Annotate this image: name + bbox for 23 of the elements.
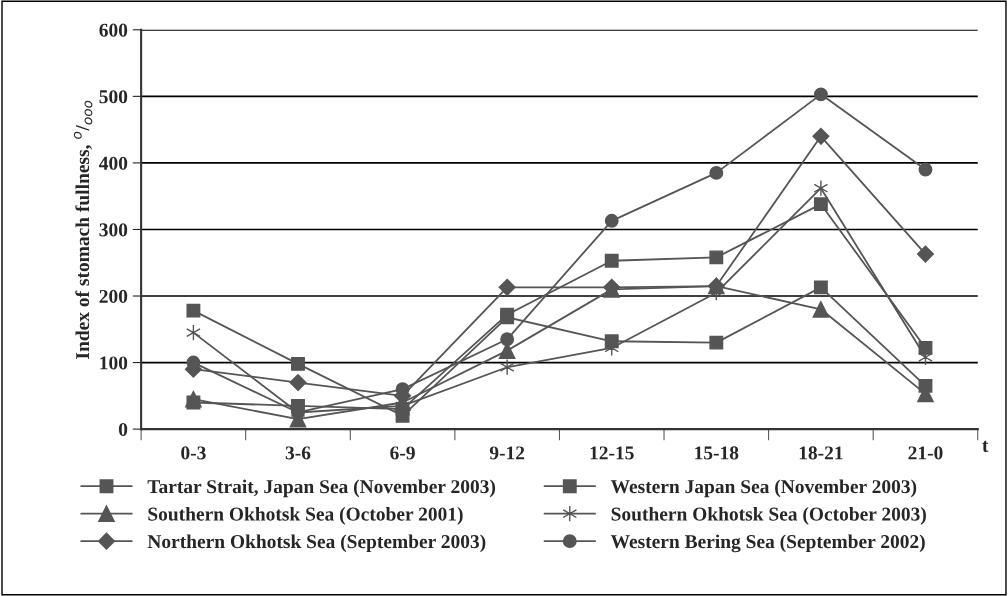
- y-tick-label: 200: [99, 289, 128, 303]
- x-tick-label: 15-18: [695, 446, 739, 460]
- y-tick-label: 500: [99, 90, 128, 104]
- legend-label: Western Japan Sea (November 2003): [610, 479, 917, 498]
- x-tick-label: 3-6: [285, 446, 311, 460]
- y-tick-label: 100: [100, 356, 128, 370]
- y-tick-label: 600: [99, 23, 128, 37]
- y-axis-title: Index of stomach fullness, $^{o}$/$_{ooo}$: [73, 100, 93, 359]
- y-tick-label: 300: [99, 223, 128, 237]
- legend-label: Southern Okhotsk Sea (October 2001): [148, 506, 463, 525]
- x-tick-label: 9-12: [489, 446, 525, 460]
- x-tick-label: 0-3: [181, 446, 206, 460]
- legend-label: Northern Okhotsk Sea (September 2003): [147, 534, 486, 553]
- legend-label: Tartar Strait, Japan Sea (November 2003): [147, 479, 496, 498]
- x-tick-label: 6-9: [390, 446, 415, 460]
- x-tick-label: 18-21: [799, 446, 843, 460]
- x-tick-label: 12-15: [590, 446, 634, 460]
- y-tick-label: 400: [99, 156, 128, 170]
- legend-label: Western Bering Sea (September 2002): [610, 534, 925, 553]
- legend-label: Southern Okhotsk Sea (October 2003): [611, 506, 926, 525]
- y-tick-label: 0: [118, 422, 128, 437]
- x-tick-label: 21-0: [908, 446, 943, 460]
- x-axis-title: t: [982, 440, 989, 452]
